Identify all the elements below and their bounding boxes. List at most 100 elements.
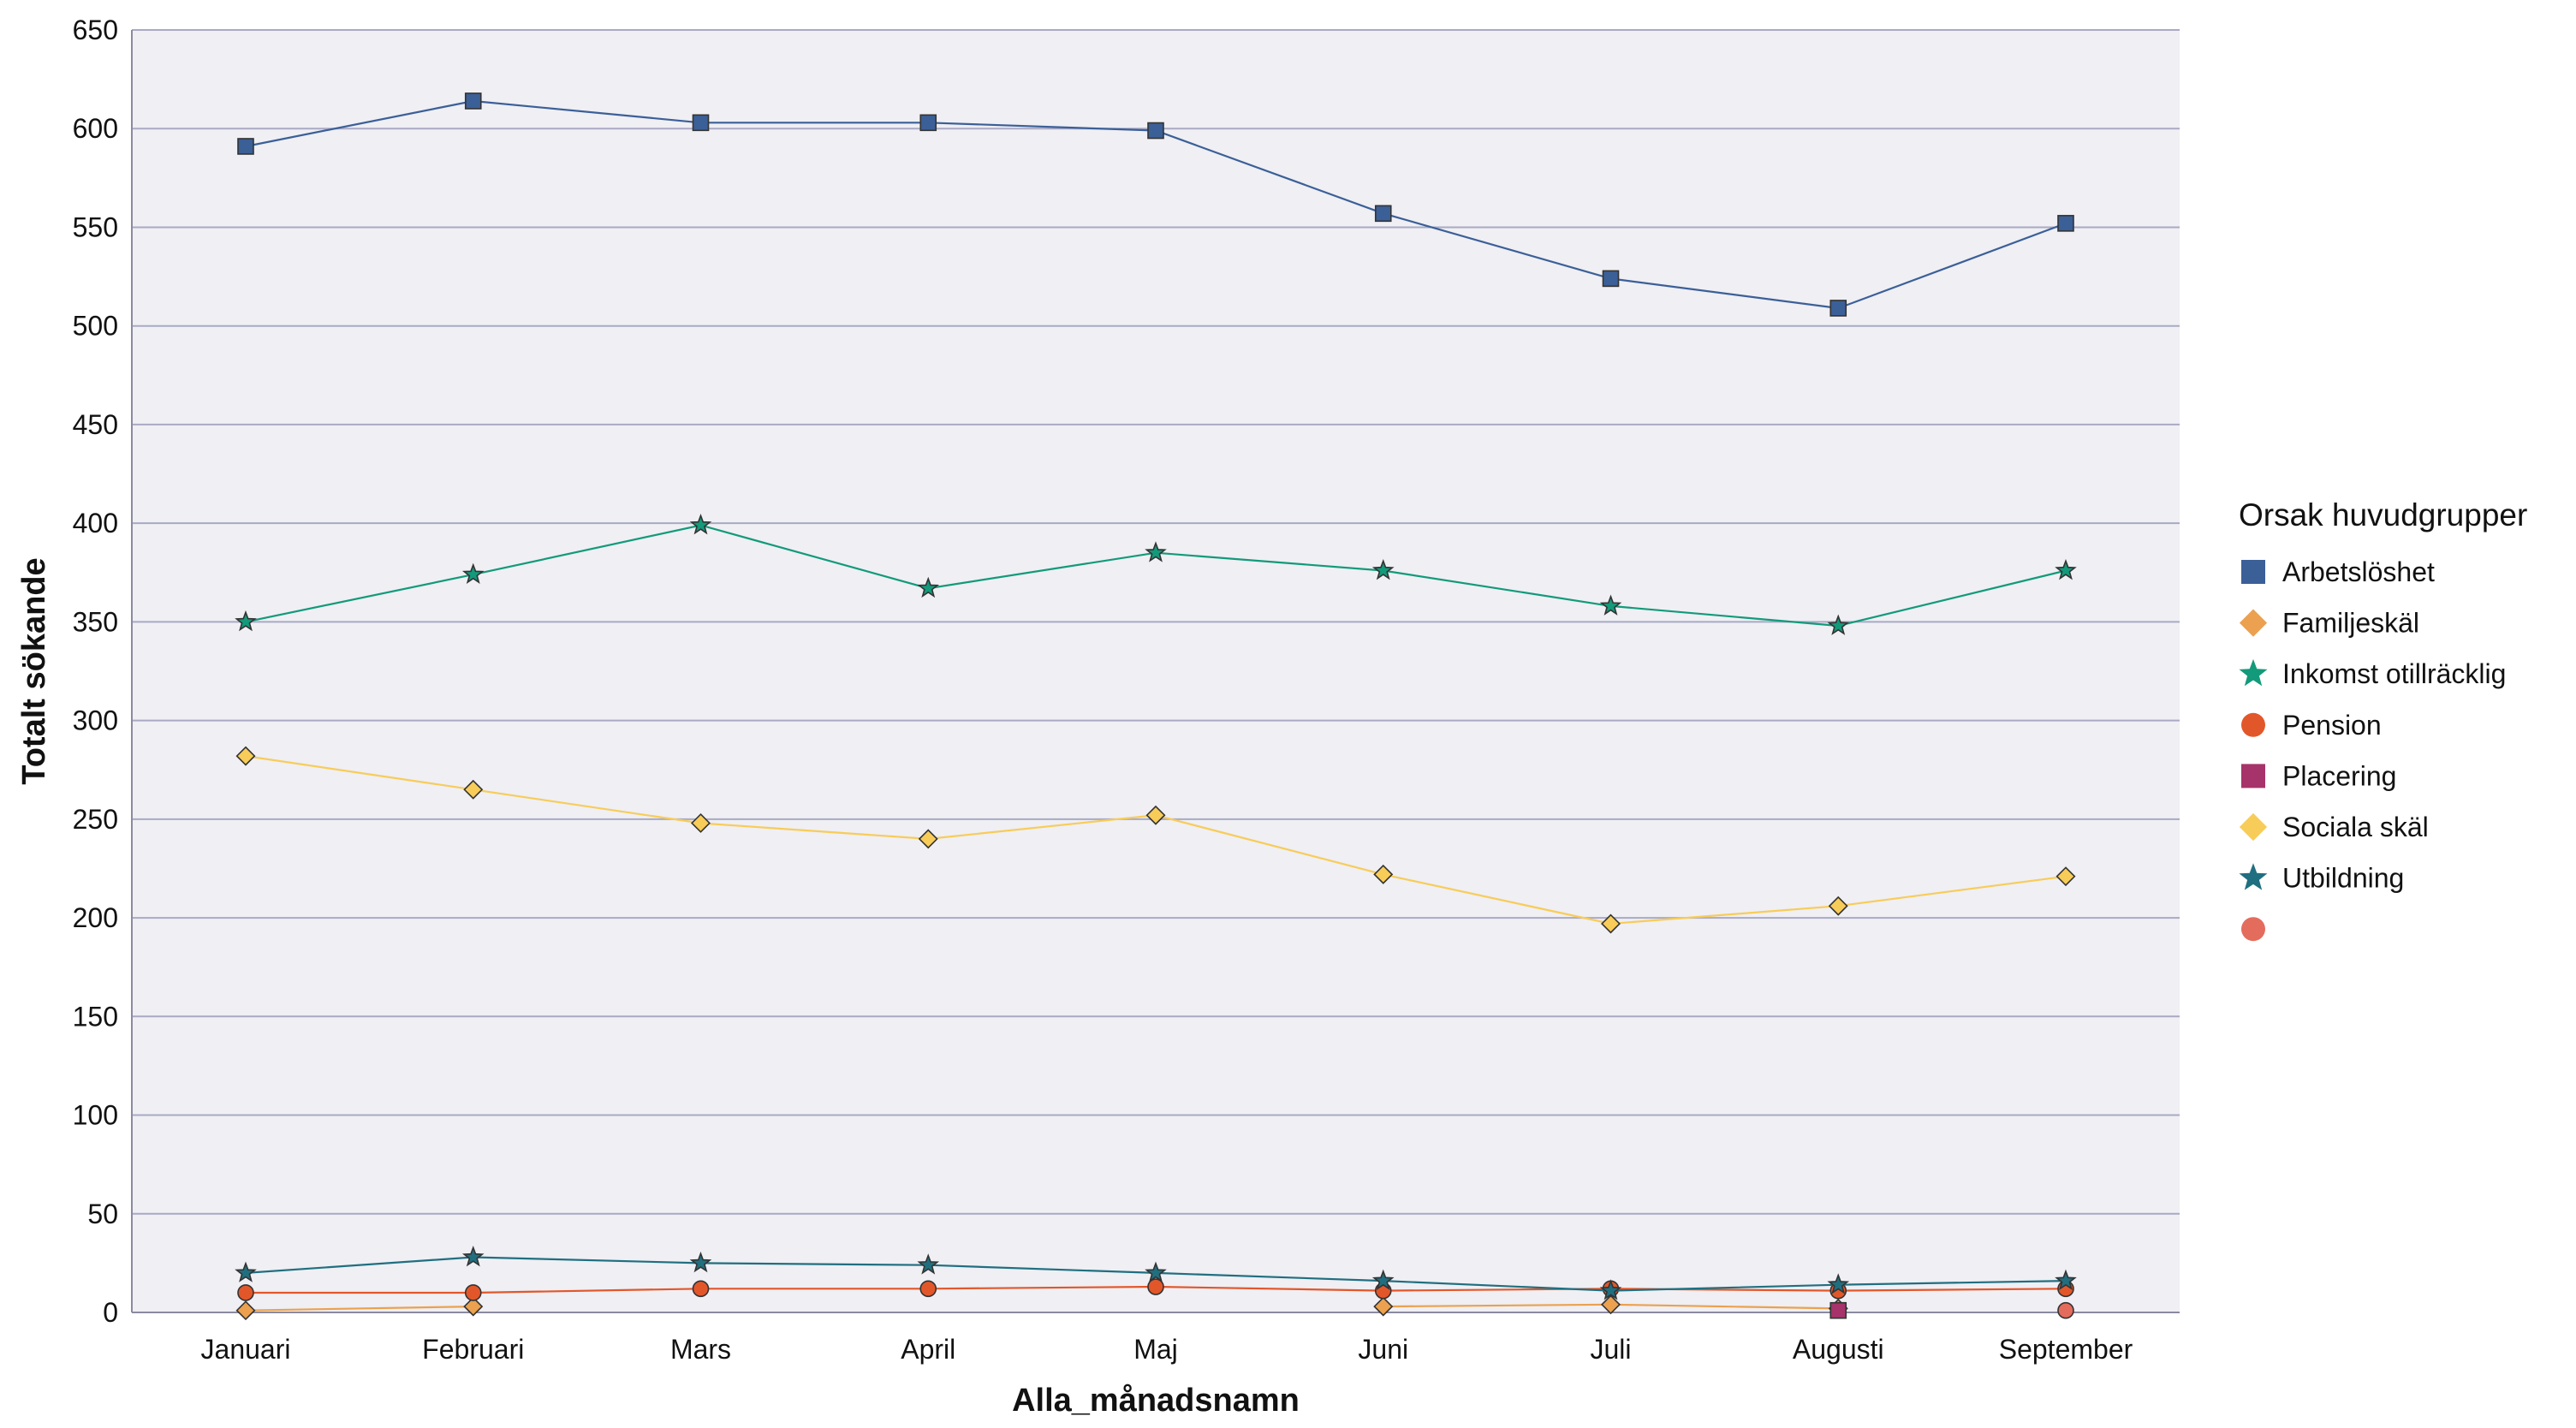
y-axis-title: Totalt sökande xyxy=(16,557,52,784)
legend-item xyxy=(2241,917,2265,942)
data-point xyxy=(1601,1294,1621,1315)
legend-label: Inkomst otillräcklig xyxy=(2282,658,2506,689)
data-point xyxy=(1373,864,1394,884)
data-point xyxy=(1829,300,1847,317)
data-point xyxy=(1829,1301,1847,1319)
y-tick-label: 50 xyxy=(87,1199,118,1229)
legend-title: Orsak huvudgrupper xyxy=(2239,497,2527,533)
legend-item: Utbildning xyxy=(2239,863,2404,894)
legend-marker xyxy=(2239,863,2268,890)
x-tick-label: Februari xyxy=(422,1334,524,1365)
data-point xyxy=(689,514,712,535)
data-point xyxy=(2055,559,2077,580)
legend-marker xyxy=(2239,812,2268,842)
y-tick-label: 150 xyxy=(73,1001,118,1032)
data-point xyxy=(691,812,711,833)
data-point xyxy=(1599,1279,1622,1300)
data-point xyxy=(1371,559,1395,580)
data-point xyxy=(1601,913,1621,934)
data-point xyxy=(917,1253,940,1275)
series-7 xyxy=(2057,1301,2074,1319)
data-point xyxy=(1602,270,1620,288)
data-point xyxy=(919,114,937,132)
legend-item: Familjeskäl xyxy=(2239,608,2419,639)
y-tick-label: 450 xyxy=(73,409,118,440)
x-tick-label: Januari xyxy=(201,1334,291,1365)
y-tick-label: 250 xyxy=(73,804,118,835)
legend-label: Sociala skäl xyxy=(2282,812,2429,842)
series-line xyxy=(245,1306,473,1312)
series-layer xyxy=(235,92,2077,1321)
y-axis-ticks: 0 50 100 150 200 250 300 350 400 450 500 550 600 650 xyxy=(73,15,118,1328)
y-tick-label: 350 xyxy=(73,606,118,637)
data-point xyxy=(1147,1278,1164,1295)
series-4 xyxy=(1829,1301,1847,1319)
data-point xyxy=(1599,594,1622,616)
legend-marker xyxy=(2241,712,2265,737)
data-point xyxy=(237,1284,254,1301)
data-point xyxy=(1145,541,1167,562)
data-point xyxy=(1147,122,1164,140)
data-point xyxy=(464,92,482,110)
data-point xyxy=(1371,1269,1395,1290)
data-point xyxy=(235,1300,256,1321)
data-point xyxy=(1827,1273,1850,1294)
data-point xyxy=(919,1280,937,1298)
data-point xyxy=(2055,1269,2077,1290)
data-point xyxy=(464,1284,482,1301)
x-tick-label: Augusti xyxy=(1793,1334,1884,1365)
data-point xyxy=(235,746,256,766)
y-tick-label: 400 xyxy=(73,508,118,538)
legend-item: Pension xyxy=(2241,710,2382,741)
x-axis-ticks: Januari Februari Mars April Maj Juni Juli Augus… xyxy=(201,1334,2133,1365)
data-point xyxy=(237,138,254,155)
data-point xyxy=(1374,205,1392,223)
series-3 xyxy=(237,1278,2074,1301)
data-point xyxy=(235,1261,257,1282)
y-tick-label: 100 xyxy=(73,1100,118,1131)
legend-label: Pension xyxy=(2282,710,2382,741)
series-0 xyxy=(237,92,2074,317)
legend-marker xyxy=(2239,658,2268,687)
data-point xyxy=(2057,215,2074,232)
series-1 xyxy=(235,1294,1848,1321)
data-point xyxy=(461,1246,485,1267)
data-point xyxy=(2055,866,2076,887)
legend-label: Familjeskäl xyxy=(2282,608,2419,639)
x-tick-label: Juli xyxy=(1590,1334,1631,1365)
data-point xyxy=(1145,805,1166,825)
data-point xyxy=(463,779,484,800)
x-tick-label: Mars xyxy=(670,1334,731,1365)
data-point xyxy=(1145,1261,1167,1282)
y-tick-label: 0 xyxy=(103,1297,118,1328)
data-point xyxy=(2057,1301,2074,1319)
legend-marker xyxy=(2241,560,2265,584)
x-tick-label: Juni xyxy=(1358,1334,1408,1365)
data-point xyxy=(917,576,940,598)
data-point xyxy=(461,562,485,584)
legend-marker xyxy=(2239,609,2268,637)
x-axis-title: Alla_månadsnamn xyxy=(1012,1383,1300,1419)
data-point xyxy=(1827,614,1850,635)
data-point xyxy=(692,1280,710,1298)
legend-items: Arbetslöshet Familjeskäl Inkomst otillräck… xyxy=(2239,556,2506,942)
legend-label: Placering xyxy=(2282,760,2396,791)
legend: Orsak huvudgrupper Arbetslöshet Familjesk… xyxy=(2239,497,2527,942)
x-tick-label: Maj xyxy=(1133,1334,1178,1365)
series-5 xyxy=(235,746,2076,934)
legend-label: Utbildning xyxy=(2282,863,2404,894)
plot-area xyxy=(132,30,2180,1312)
y-tick-label: 600 xyxy=(73,113,118,144)
series-2 xyxy=(235,514,2077,635)
data-point xyxy=(463,1296,484,1317)
series-6 xyxy=(235,1246,2077,1300)
data-point xyxy=(689,1251,712,1273)
legend-item: Sociala skäl xyxy=(2239,812,2429,842)
legend-marker xyxy=(2241,764,2265,788)
legend-item: Arbetslöshet xyxy=(2241,556,2435,587)
data-point xyxy=(1828,895,1848,916)
legend-marker xyxy=(2241,917,2265,942)
y-tick-label: 200 xyxy=(73,902,118,933)
data-point xyxy=(692,114,710,132)
y-tick-label: 500 xyxy=(73,311,118,342)
